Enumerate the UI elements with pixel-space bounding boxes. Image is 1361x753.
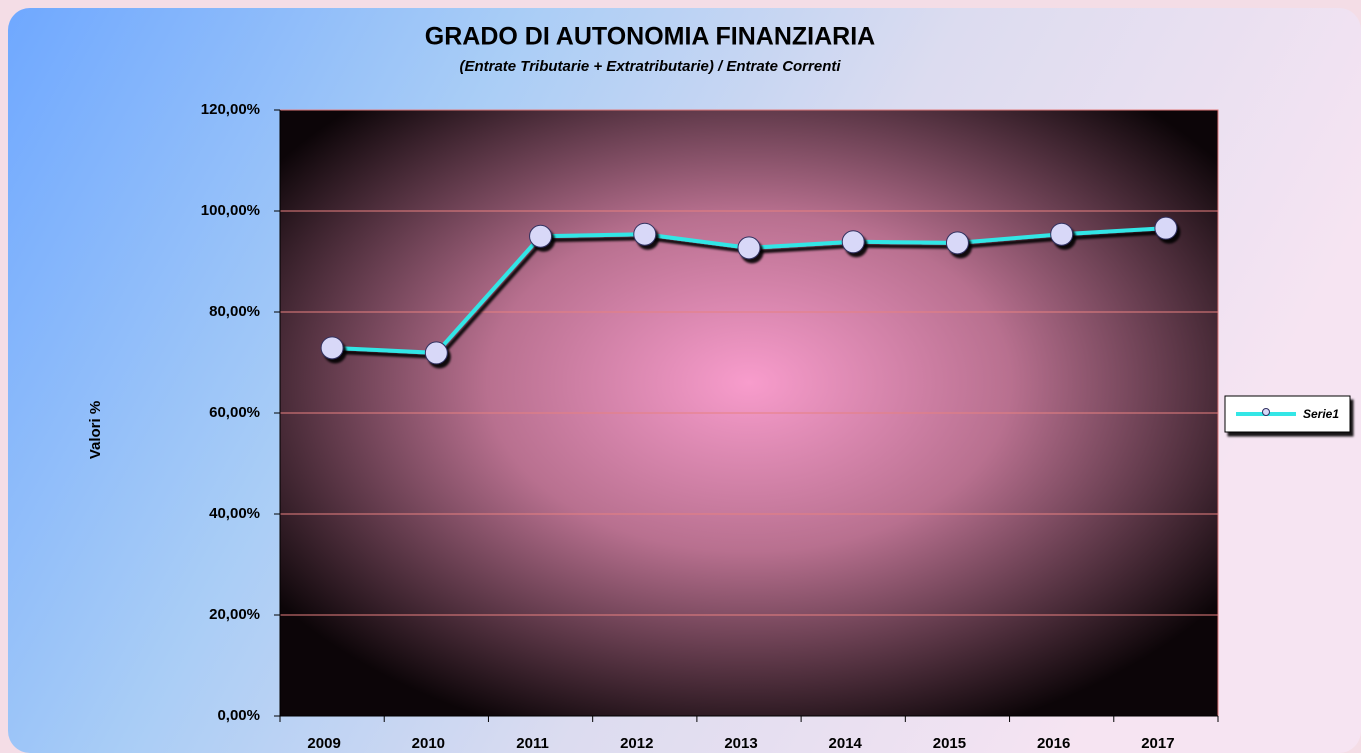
data-point [320,336,344,360]
y-tick-label: 80,00% [209,303,260,320]
legend-marker [1262,408,1270,416]
x-tick-label: 2011 [516,735,549,752]
legend-label: Serie1 [1303,407,1339,421]
x-tick-label: 2010 [412,735,445,752]
x-tick-label: 2013 [724,735,757,752]
y-tick-label: 20,00% [209,606,260,623]
y-axis-label: Valori % [87,401,104,459]
data-point [529,224,553,248]
x-tick-label: 2012 [620,735,653,752]
y-tick-label: 120,00% [201,101,260,118]
chart-title: GRADO DI AUTONOMIA FINANZIARIA [425,23,875,51]
data-point [841,230,865,254]
data-point [633,222,657,246]
x-tick-label: 2014 [829,735,863,752]
data-point [424,341,448,365]
data-point [945,231,969,255]
y-tick-label: 100,00% [201,202,260,219]
y-tick-label: 60,00% [209,404,260,421]
x-tick-label: 2015 [933,735,966,752]
data-point [1050,222,1074,246]
chart-subtitle: (Entrate Tributarie + Extratributarie) /… [459,58,841,75]
x-tick-label: 2016 [1037,735,1070,752]
y-tick-label: 0,00% [217,707,260,724]
data-point [1154,216,1178,240]
x-tick-label: 2017 [1141,735,1174,752]
data-point [737,236,761,260]
y-tick-label: 40,00% [209,505,260,522]
x-tick-label: 2009 [307,735,340,752]
